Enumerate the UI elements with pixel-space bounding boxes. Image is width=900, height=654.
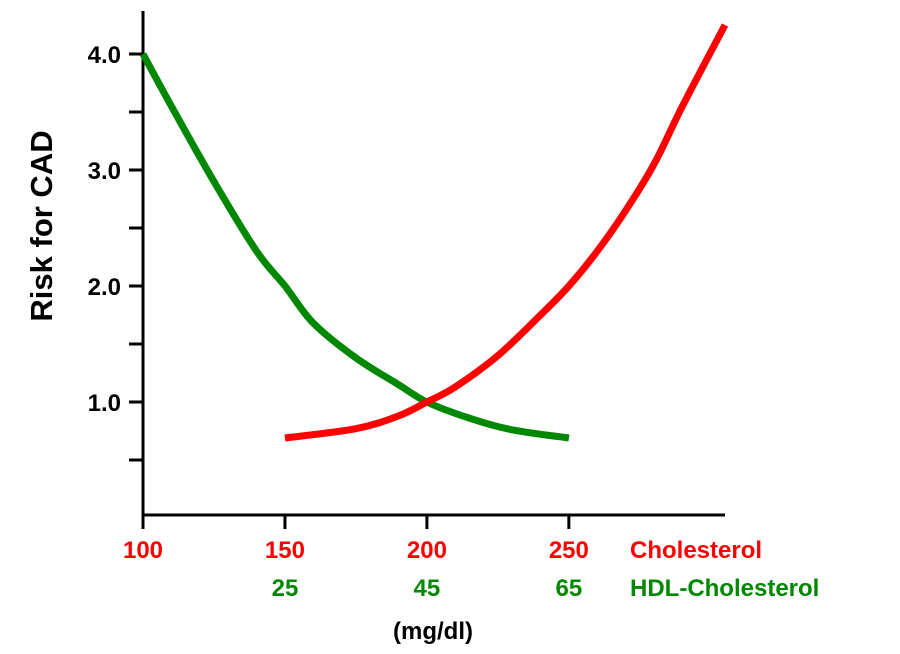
- x-tick-label-cholesterol: 250: [549, 537, 589, 564]
- series-line-hdl-cholesterol: [139, 52, 570, 442]
- axis-scale-name-cholesterol: Cholesterol: [630, 537, 762, 564]
- axes: [129, 11, 725, 529]
- x-tick-label-cholesterol: 200: [407, 537, 447, 564]
- x-tick-label-hdl-cholesterol: 45: [414, 575, 441, 602]
- series-lines: [139, 23, 729, 442]
- y-tick-label: 1.0: [88, 390, 121, 417]
- x-tick-label-cholesterol: 100: [123, 537, 163, 564]
- x-tick-label-hdl-cholesterol: 25: [272, 575, 299, 602]
- axis-scale-name-hdl-cholesterol: HDL-Cholesterol: [630, 575, 819, 602]
- series-line-cholesterol: [284, 23, 729, 442]
- axis-labels: 1.0 2.0 3.0 4.0 100 150 200 250 Cholesterol 25 45 6…: [24, 42, 819, 645]
- y-tick-label: 3.0: [88, 158, 121, 185]
- y-tick-label: 4.0: [88, 42, 121, 69]
- x-tick-label-hdl-cholesterol: 65: [556, 575, 583, 602]
- y-axis-label: Risk for CAD: [24, 130, 59, 321]
- y-tick-label: 2.0: [88, 274, 121, 301]
- x-tick-label-cholesterol: 150: [265, 537, 305, 564]
- x-axis-label: (mg/dl): [393, 618, 473, 645]
